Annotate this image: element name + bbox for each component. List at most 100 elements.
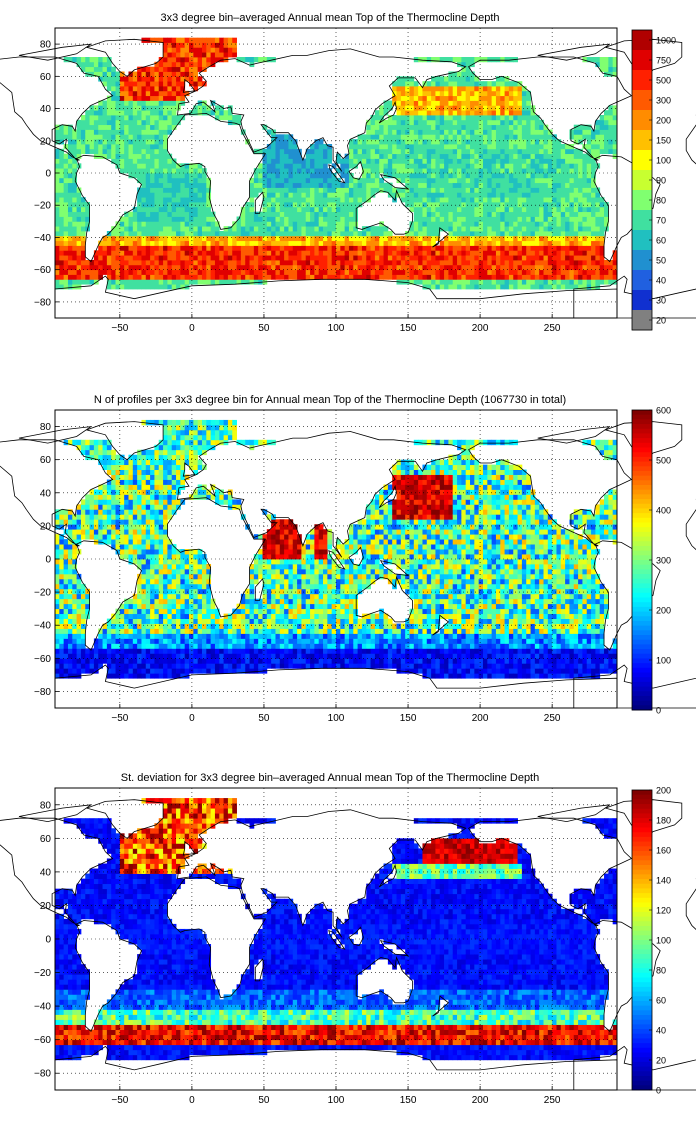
- data-cell: [405, 119, 410, 126]
- data-cell: [504, 187, 510, 193]
- data-cell: [176, 260, 181, 266]
- data-cell: [336, 221, 341, 227]
- data-cell: [59, 134, 65, 140]
- data-cell: [422, 187, 428, 193]
- data-cell: [266, 260, 272, 266]
- data-cell: [245, 211, 250, 217]
- data-cell: [167, 197, 173, 203]
- data-cell: [534, 250, 540, 256]
- data-cell: [543, 211, 549, 217]
- data-cell: [76, 148, 82, 155]
- data-cell: [452, 211, 458, 217]
- data-cell: [487, 105, 493, 111]
- data-cell: [573, 182, 579, 188]
- coastline: [573, 275, 696, 319]
- data-cell: [539, 144, 544, 150]
- data-cell: [150, 240, 155, 246]
- data-cell: [85, 663, 90, 669]
- data-cell: [55, 260, 60, 266]
- data-cell: [288, 255, 294, 261]
- data-cell: [526, 192, 531, 198]
- data-cell: [124, 260, 129, 266]
- data-cell: [111, 494, 116, 500]
- data-cell: [80, 524, 86, 530]
- data-cell: [530, 153, 536, 159]
- data-cell: [210, 57, 216, 63]
- data-cell: [137, 284, 142, 290]
- data-cell: [210, 269, 216, 275]
- data-cell: [106, 245, 112, 251]
- data-cell: [413, 206, 419, 213]
- data-cell: [67, 663, 73, 669]
- data-cell: [413, 187, 419, 193]
- data-cell: [482, 226, 488, 232]
- data-cell: [197, 211, 203, 217]
- data-cell: [55, 583, 60, 590]
- data-cell: [370, 260, 376, 266]
- data-cell: [314, 231, 320, 237]
- data-cell: [379, 245, 384, 251]
- data-cell: [89, 444, 95, 451]
- data-cell: [305, 153, 311, 159]
- data-cell: [98, 129, 103, 135]
- data-cell: [106, 628, 112, 634]
- data-cell: [534, 206, 540, 213]
- data-cell: [409, 153, 415, 159]
- data-cell: [452, 221, 458, 227]
- data-cell: [310, 158, 315, 164]
- data-cell: [214, 260, 220, 266]
- data-cell: [599, 197, 605, 203]
- data-cell: [89, 658, 95, 664]
- data-cell: [560, 163, 566, 169]
- data-cell: [569, 163, 575, 169]
- data-cell: [374, 144, 380, 150]
- data-cell: [219, 279, 224, 285]
- data-cell: [370, 182, 376, 188]
- data-cell: [184, 192, 190, 198]
- data-cell: [63, 519, 69, 525]
- data-cell: [193, 269, 199, 275]
- data-cell: [305, 235, 311, 242]
- data-cell: [465, 100, 471, 106]
- data-cell: [604, 269, 609, 275]
- data-cell: [426, 235, 432, 242]
- data-cell: [552, 269, 557, 275]
- data-cell: [370, 231, 376, 237]
- data-cell: [288, 235, 294, 242]
- data-cell: [370, 139, 376, 145]
- data-cell: [59, 618, 65, 624]
- data-cell: [284, 182, 289, 188]
- data-cell: [227, 231, 233, 237]
- data-cell: [180, 231, 186, 237]
- data-cell: [526, 139, 531, 145]
- data-cell: [448, 153, 454, 159]
- data-cell: [240, 264, 246, 271]
- data-cell: [405, 235, 410, 242]
- data-cell: [80, 519, 86, 525]
- data-cell: [495, 168, 501, 174]
- data-cell: [150, 37, 155, 43]
- data-cell: [72, 153, 78, 159]
- data-cell: [271, 264, 276, 271]
- data-cell: [245, 269, 250, 275]
- data-cell: [76, 539, 82, 545]
- data-cell: [517, 231, 523, 237]
- data-cell: [154, 90, 160, 97]
- data-cell: [240, 274, 246, 280]
- data-cell: [158, 197, 164, 203]
- data-cell: [288, 274, 294, 280]
- data-cell: [141, 182, 147, 188]
- data-cell: [171, 90, 177, 97]
- data-cell: [80, 499, 86, 505]
- data-cell: [106, 464, 112, 470]
- data-cell: [292, 245, 298, 251]
- data-cell: [132, 235, 138, 242]
- data-cell: [189, 76, 194, 82]
- data-cell: [180, 197, 186, 203]
- data-cell: [80, 439, 86, 446]
- data-cell: [106, 148, 112, 155]
- data-cell: [227, 269, 233, 275]
- data-cell: [76, 648, 82, 654]
- data-cell: [258, 269, 263, 275]
- data-cell: [405, 168, 410, 174]
